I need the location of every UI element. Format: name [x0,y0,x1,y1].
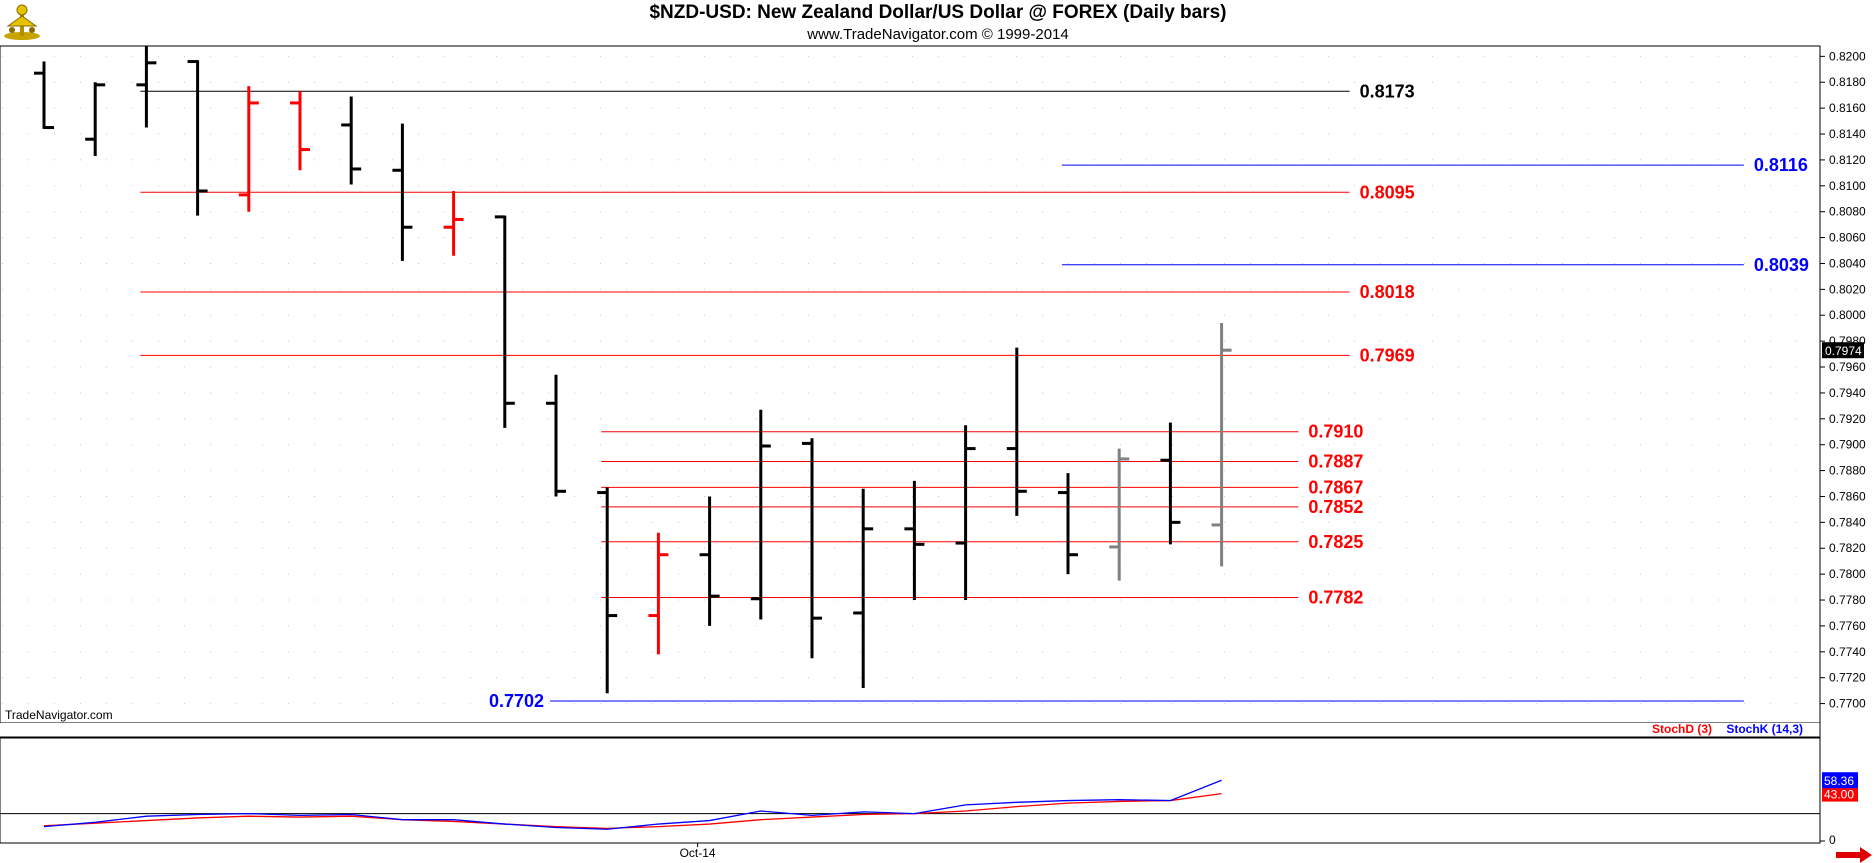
ohlc-bar [392,123,413,261]
ohlc-bar [1006,347,1027,516]
stochastic-last-badge [1822,785,1858,802]
y-tick-label: 0.7780 [1829,593,1866,607]
y-tick-label: 0.7760 [1829,619,1866,633]
stochastic-d-last-label: 43.00 [1824,788,1854,802]
right-axis-background [1820,46,1876,843]
stochastic-panel-frame [0,737,1821,844]
y-tick-label: 0.7920 [1829,412,1866,426]
y-tick-label: 0.8120 [1829,153,1866,167]
y-tick-label: 0.8060 [1829,231,1866,245]
ohlc-bar [1109,448,1130,581]
last-price-badge [1822,342,1864,359]
y-tick-label: 0.8000 [1829,308,1866,322]
ohlc-bar [546,374,566,497]
y-tick-label: 0.7740 [1829,645,1866,659]
ohlc-bar [238,86,259,212]
ohlc-bar [290,91,310,171]
y-tick-label: 0.7940 [1829,386,1866,400]
y-tick-label: 0.8180 [1829,75,1866,89]
y-tick-label: 0.8040 [1829,256,1866,270]
ohlc-bar [341,96,362,185]
y-tick-label: 0.7800 [1829,567,1866,581]
watermark-label: TradeNavigator.com [5,708,113,722]
ohlc-bar [1058,473,1078,575]
stochastic-series-line [43,779,1222,830]
y-tick-label: 0.7720 [1829,671,1866,685]
level-label: 0.7852 [1308,497,1363,517]
stochastic-last-badge [1822,772,1858,789]
ohlc-bar [802,438,822,659]
chart-title: $NZD-USD: New Zealand Dollar/US Dollar @… [649,2,1227,23]
level-label: 0.7782 [1308,587,1363,607]
chart-overlay: Oct-14 [0,842,1872,863]
ohlc-bar [443,190,464,256]
y-tick-label: 0.7860 [1829,489,1866,503]
ohlc-bar [853,488,874,689]
price-panel: 0.8200 0.8180 0.8160 0.8140 0.8120 0.8100 0.80… [0,45,1876,843]
ohlc-bar [597,487,618,694]
level-label: 0.8018 [1360,282,1415,302]
y-tick-label: 0.8020 [1829,282,1866,296]
level-label: 0.8116 [1754,155,1808,175]
ohlc-bar [904,480,925,601]
y-tick-label: 0.8140 [1829,127,1866,141]
stochastic-series-line [43,792,1222,830]
level-label: 0.8095 [1360,182,1415,202]
level-label: 0.8039 [1754,255,1809,275]
chart-header: $NZD-USD: New Zealand Dollar/US Dollar @… [0,0,1876,46]
ohlc-bar [648,532,669,655]
x-tick-label: Oct-14 [680,846,716,860]
ohlc-bar [699,496,720,626]
tradenavigator-logo-icon [2,2,42,42]
y-tick-label: 0.7960 [1829,360,1866,374]
y-tick-label: 0.7820 [1829,541,1866,555]
y-tick-label: 0.7700 [1829,697,1866,711]
ohlc-bar [85,82,106,157]
panel-separator [0,723,1876,738]
level-label: 0.8173 [1360,81,1415,101]
stochastic-y-tick-label: 0 [1829,833,1836,847]
ohlc-bar [494,215,515,428]
last-price-label: 0.7974 [1825,344,1862,358]
scroll-right-arrow-icon [1836,847,1872,863]
ohlc-bar [34,61,54,130]
chart-subtitle: www.TradeNavigator.com © 1999-2014 [807,26,1069,43]
ohlc-bar [187,60,208,216]
level-label: 0.7887 [1308,452,1363,472]
ohlc-bar [1160,422,1181,545]
y-tick-label: 0.8160 [1829,101,1866,115]
ohlc-bar [1211,323,1232,567]
ohlc-bar [750,409,771,620]
ohlc-bar [136,46,157,128]
price-panel-frame [0,45,1821,724]
legend-stochd: StochD (3) [1652,722,1712,736]
legend-stochk: StochK (14,3) [1726,722,1803,736]
y-tick-label: 0.7880 [1829,464,1866,478]
level-label: 0.7910 [1308,422,1363,442]
level-label: 0.7702 [489,691,544,711]
level-label: 0.7969 [1360,345,1415,365]
y-tick-label: 0.8200 [1829,49,1866,63]
level-label: 0.7825 [1308,532,1363,552]
stochastic-k-last-label: 58.36 [1824,774,1854,788]
ohlc-bar [955,425,976,601]
y-tick-label: 0.8080 [1829,205,1866,219]
y-tick-label: 0.8100 [1829,179,1866,193]
level-label: 0.7867 [1308,477,1363,497]
y-tick-label: 0.7900 [1829,438,1866,452]
y-tick-label: 0.7840 [1829,515,1866,529]
